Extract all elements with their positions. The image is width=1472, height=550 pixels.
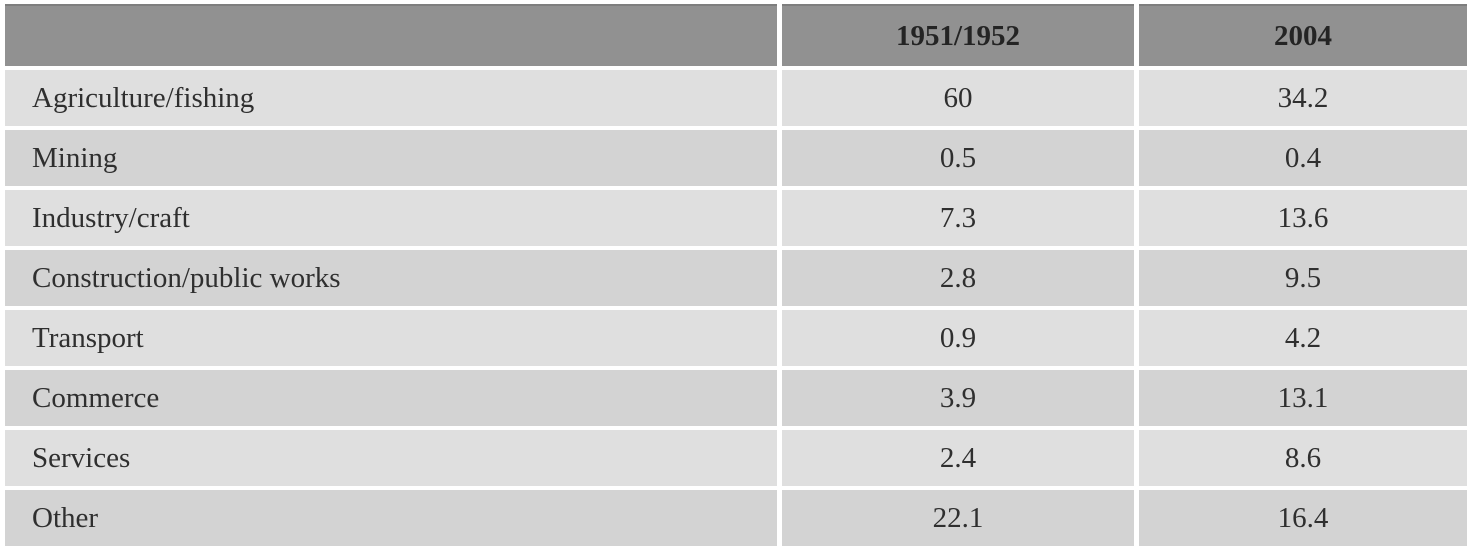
row-label: Agriculture/fishing <box>5 70 777 126</box>
table-row-mining: Mining 0.5 0.4 <box>5 130 1467 186</box>
header-row: 1951/1952 2004 <box>5 4 1467 66</box>
table-row-construction-public-works: Construction/public works 2.8 9.5 <box>5 250 1467 306</box>
value-1951-1952: 3.9 <box>782 370 1134 426</box>
value-1951-1952: 0.5 <box>782 130 1134 186</box>
row-label: Industry/craft <box>5 190 777 246</box>
value-2004: 0.4 <box>1139 130 1467 186</box>
row-label: Mining <box>5 130 777 186</box>
value-2004: 9.5 <box>1139 250 1467 306</box>
value-2004: 16.4 <box>1139 490 1467 546</box>
table-row-services: Services 2.4 8.6 <box>5 430 1467 486</box>
row-label: Other <box>5 490 777 546</box>
value-1951-1952: 7.3 <box>782 190 1134 246</box>
table-row-industry-craft: Industry/craft 7.3 13.6 <box>5 190 1467 246</box>
value-2004: 8.6 <box>1139 430 1467 486</box>
table-row-agriculture-fishing: Agriculture/fishing 60 34.2 <box>5 70 1467 126</box>
table-row-transport: Transport 0.9 4.2 <box>5 310 1467 366</box>
value-1951-1952: 60 <box>782 70 1134 126</box>
table-row-other: Other 22.1 16.4 <box>5 490 1467 546</box>
value-2004: 13.6 <box>1139 190 1467 246</box>
value-2004: 34.2 <box>1139 70 1467 126</box>
value-1951-1952: 2.4 <box>782 430 1134 486</box>
header-cell-2004: 2004 <box>1139 4 1467 66</box>
value-1951-1952: 0.9 <box>782 310 1134 366</box>
header-cell-empty <box>5 4 777 66</box>
row-label: Commerce <box>5 370 777 426</box>
row-label: Construction/public works <box>5 250 777 306</box>
value-1951-1952: 22.1 <box>782 490 1134 546</box>
value-2004: 4.2 <box>1139 310 1467 366</box>
value-1951-1952: 2.8 <box>782 250 1134 306</box>
header-cell-1951-1952: 1951/1952 <box>782 4 1134 66</box>
table-row-commerce: Commerce 3.9 13.1 <box>5 370 1467 426</box>
value-2004: 13.1 <box>1139 370 1467 426</box>
row-label: Transport <box>5 310 777 366</box>
row-label: Services <box>5 430 777 486</box>
